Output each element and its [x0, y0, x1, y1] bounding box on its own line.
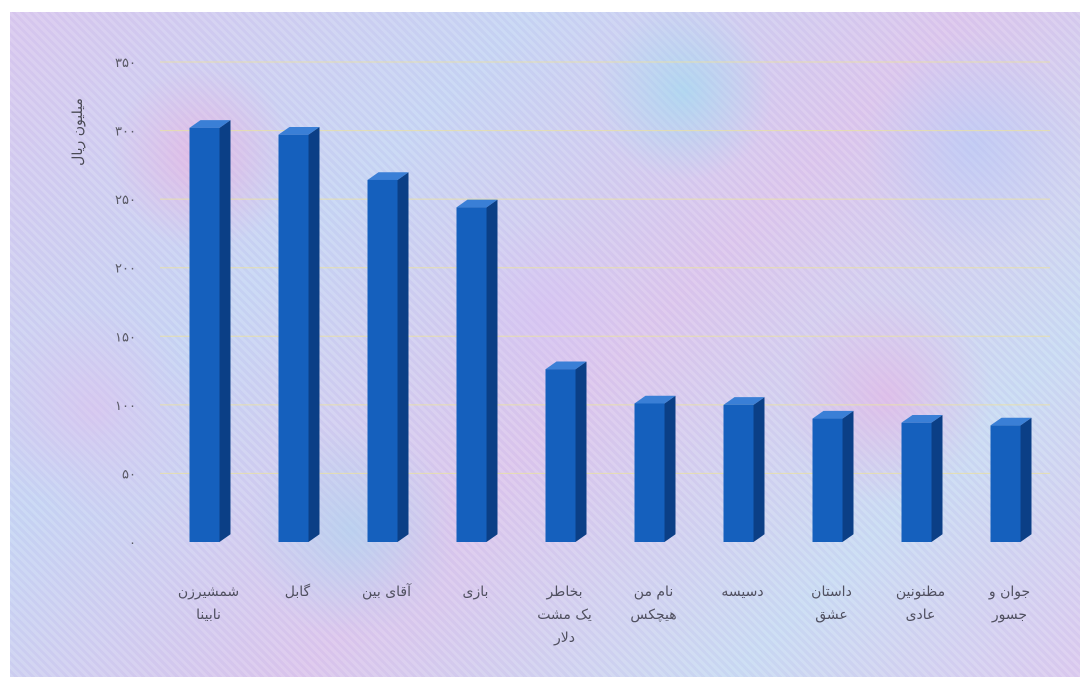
bar-top: [367, 172, 409, 180]
bar-front: [901, 422, 932, 542]
bar-top: [456, 199, 498, 208]
y-axis-ticks: ۰ ۵۰ ۱۰۰ ۱۵۰ ۲۰۰ ۲۵۰ ۳۰۰ ۳۵۰: [115, 56, 136, 551]
x-tick-label: آقای بین: [362, 583, 412, 600]
x-tick-label: جوان و جسور: [988, 584, 1030, 623]
bar: [812, 410, 854, 542]
bar-front: [634, 403, 665, 542]
bars: [189, 120, 1032, 542]
x-tick-label: گابل: [285, 583, 311, 600]
bar-top: [812, 410, 854, 419]
x-axis-labels: شمشیرزن نابینا گابل آقای بین بازی بخاطر یک مشت…: [178, 583, 1030, 646]
y-tick-label: ۰: [129, 536, 136, 551]
bar-side: [486, 199, 498, 542]
bar-front: [456, 207, 487, 542]
x-tick-label: داستان عشق: [811, 584, 852, 623]
y-tick-label: ۲۰۰: [115, 262, 136, 277]
y-tick-label: ۲۵۰: [115, 193, 136, 208]
x-tick-label: مظنونین عادی: [896, 584, 945, 623]
bar-side: [753, 397, 765, 542]
bar-top: [634, 395, 676, 404]
bar-top: [278, 126, 320, 135]
bar-front: [990, 425, 1021, 542]
x-tick-label: شمشیرزن نابینا: [178, 584, 239, 623]
bar-chart: ۰ ۵۰ ۱۰۰ ۱۵۰ ۲۰۰ ۲۵۰ ۳۰۰ ۳۵۰ شمشیرزن نابینا گابل آ…: [70, 56, 1050, 646]
bar-side: [308, 126, 320, 542]
bar-front: [545, 369, 576, 542]
bar-top: [189, 120, 231, 128]
bar: [990, 417, 1032, 542]
bar-side: [575, 361, 587, 542]
bar: [545, 361, 587, 542]
bar-side: [219, 120, 231, 542]
bar-top: [990, 417, 1032, 426]
y-tick-label: ۳۵۰: [115, 56, 136, 71]
y-axis-title: میلیون ریال: [70, 98, 86, 166]
bar-top: [723, 397, 765, 405]
bar-side: [397, 172, 409, 542]
chart-area: ۰ ۵۰ ۱۰۰ ۱۵۰ ۲۰۰ ۲۵۰ ۳۰۰ ۳۵۰ شمشیرزن نابینا گابل آ…: [10, 12, 1080, 677]
y-tick-label: ۱۰۰: [115, 399, 136, 414]
bar: [634, 395, 676, 542]
bar-front: [278, 134, 309, 542]
bar-top: [545, 361, 587, 370]
bar: [901, 414, 943, 542]
bar-top: [901, 414, 943, 423]
bar-side: [1020, 417, 1032, 542]
bar: [723, 397, 765, 542]
bar: [189, 120, 231, 542]
bar-front: [367, 179, 398, 542]
bar-front: [723, 404, 754, 542]
y-tick-label: ۳۰۰: [115, 125, 136, 140]
x-tick-label: نام من هیچکس: [630, 584, 676, 623]
bar-front: [189, 127, 220, 542]
bar-side: [842, 410, 854, 542]
bar-side: [931, 414, 943, 542]
x-tick-label: دسیسه: [721, 584, 763, 600]
bar: [278, 126, 320, 542]
bar-side: [664, 395, 676, 542]
bar: [456, 199, 498, 542]
bar-front: [812, 418, 843, 542]
x-tick-label: بخاطر یک مشت دلار: [537, 584, 592, 646]
bar: [367, 172, 409, 542]
y-tick-label: ۱۵۰: [115, 330, 136, 345]
y-tick-label: ۵۰: [122, 467, 136, 482]
x-tick-label: بازی: [463, 584, 489, 600]
